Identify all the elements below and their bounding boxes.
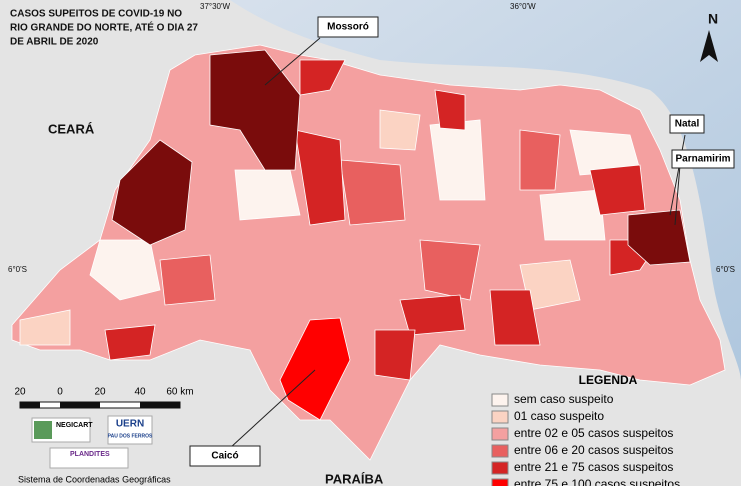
neighbor-label: PARAÍBA: [325, 471, 384, 486]
legend-swatch: [491, 393, 509, 407]
coordinate-label: 36°0'W: [510, 2, 536, 11]
scale-label: 20: [14, 387, 26, 398]
city-label: Caicó: [211, 451, 238, 462]
city-label: Parnamirim: [675, 154, 730, 165]
title-line: DE ABRIL DE 2020: [10, 37, 99, 48]
legend-title: LEGENDA: [579, 373, 638, 387]
callouts: [229, 37, 686, 449]
scale-bar: 20 0 20 40 60 km: [14, 387, 194, 409]
logos: NEGICART UERN PAU DOS FERROS PLANDITES S…: [18, 415, 171, 484]
title-line: RIO GRANDE DO NORTE, ATÉ O DIA 27: [10, 21, 198, 34]
legend: LEGENDA sem caso suspeito 01 caso suspeito…: [482, 373, 741, 491]
coordinate-label: 37°30'W: [200, 2, 231, 11]
coordinate-label: 6°0'S: [716, 265, 735, 274]
city-label: Mossoró: [327, 22, 369, 33]
logo-label: NEGICART: [56, 422, 93, 429]
legend-box: [482, 390, 741, 486]
legend-swatch: [491, 478, 509, 491]
scale-label: 0: [57, 387, 63, 398]
city-boxes: Mossoró Natal Parnamirim Caicó: [189, 16, 735, 467]
legend-label: entre 75 e 100 casos suspeitos: [514, 477, 680, 486]
labels: CASOS SUPEITOS DE COVID-19 NO RIO GRANDE…: [8, 2, 735, 486]
legend-label: entre 06 e 20 casos suspeitos: [514, 443, 673, 457]
footer: Sistema de Coordenadas Geográficas: [18, 474, 171, 484]
north-label: N: [708, 11, 718, 27]
legend-label: 01 caso suspeito: [514, 409, 604, 423]
scale-label: 60 km: [166, 387, 193, 398]
legend-label: sem caso suspeito: [514, 392, 614, 406]
coordinate-label: 6°0'S: [8, 265, 27, 274]
north-arrow: [700, 30, 718, 62]
logo-label: PAU DOS FERROS: [108, 433, 153, 439]
legend-swatch: [491, 410, 509, 424]
legend-swatch: [491, 427, 509, 441]
city-label: Natal: [675, 119, 700, 130]
legend-label: entre 02 e 05 casos suspeitos: [514, 426, 673, 440]
state: [11, 44, 726, 461]
scale-label: 40: [134, 387, 146, 398]
legend-swatch: [491, 461, 509, 475]
logo-label: UERN: [116, 419, 144, 430]
scale-label: 20: [94, 387, 106, 398]
title-line: CASOS SUPEITOS DE COVID-19 NO: [10, 9, 182, 20]
logo-label: PLANDITES: [70, 451, 110, 458]
legend-swatch: [491, 444, 509, 458]
neighbor-label: CEARÁ: [48, 121, 95, 136]
legend-label: entre 21 e 75 casos suspeitos: [514, 460, 673, 474]
